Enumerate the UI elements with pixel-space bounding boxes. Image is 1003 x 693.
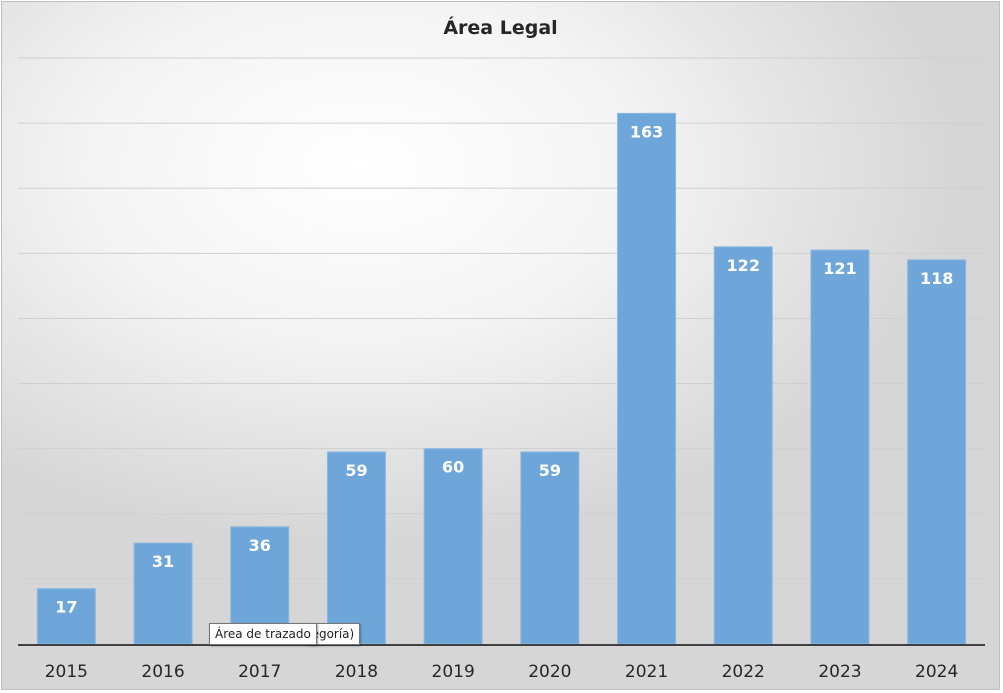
- bar-2020[interactable]: [520, 451, 580, 645]
- data-label: 122: [727, 256, 760, 275]
- bar-2015[interactable]: [36, 588, 96, 645]
- bar-2022[interactable]: [713, 246, 773, 645]
- data-label: 163: [630, 122, 663, 141]
- tooltip-secondary: tegoría): [306, 623, 361, 645]
- x-tick-label: 2018: [335, 662, 378, 682]
- x-tick-label: 2017: [238, 662, 281, 682]
- data-label: 59: [345, 461, 367, 480]
- x-tick-label: 2016: [141, 662, 184, 682]
- bar-2016[interactable]: [133, 542, 193, 645]
- chart-title: Área Legal: [443, 17, 558, 39]
- x-tick-label: 2015: [45, 662, 88, 682]
- tooltip-primary: Área de trazado: [209, 623, 317, 645]
- tooltip: Área de trazado tegoría): [209, 623, 361, 645]
- x-tick-label: 2021: [625, 662, 668, 682]
- x-tick-label: 2020: [528, 662, 571, 682]
- data-label: 17: [55, 598, 77, 617]
- bar-2024[interactable]: [907, 259, 967, 645]
- x-tick-label: 2024: [915, 662, 958, 682]
- data-label: 31: [152, 552, 174, 571]
- data-label: 118: [920, 269, 953, 288]
- bar-2018[interactable]: [326, 451, 386, 645]
- data-label: 60: [442, 458, 464, 477]
- x-tick-label: 2019: [432, 662, 475, 682]
- data-label: 59: [539, 461, 561, 480]
- bar-2019[interactable]: [423, 448, 483, 645]
- x-tick-label: 2022: [722, 662, 765, 682]
- x-tick-label: 2023: [818, 662, 861, 682]
- bar-2021[interactable]: [617, 112, 677, 645]
- data-label: 36: [249, 536, 271, 555]
- bar-2023[interactable]: [810, 249, 870, 645]
- data-label: 121: [823, 259, 856, 278]
